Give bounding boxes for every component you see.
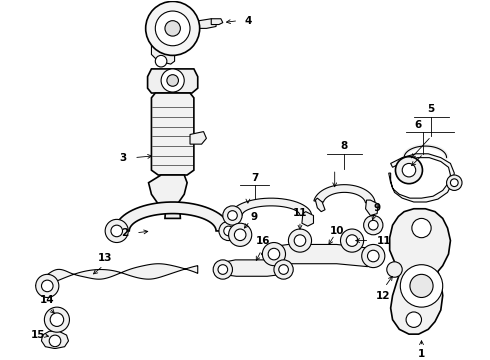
- Text: 9: 9: [373, 203, 381, 213]
- Text: 7: 7: [251, 173, 258, 183]
- Text: 6: 6: [414, 120, 421, 130]
- Polygon shape: [42, 331, 69, 348]
- Circle shape: [262, 243, 286, 266]
- Polygon shape: [115, 202, 230, 231]
- Circle shape: [412, 219, 431, 238]
- Text: 10: 10: [329, 226, 344, 236]
- Polygon shape: [389, 154, 454, 202]
- Circle shape: [341, 229, 364, 252]
- Circle shape: [146, 1, 199, 55]
- Circle shape: [42, 280, 53, 292]
- Text: 9: 9: [250, 212, 257, 222]
- Circle shape: [362, 244, 385, 267]
- Circle shape: [368, 250, 379, 262]
- Circle shape: [395, 157, 422, 184]
- Text: 5: 5: [427, 104, 435, 114]
- Polygon shape: [47, 308, 69, 327]
- Text: 11: 11: [377, 235, 392, 246]
- Circle shape: [402, 163, 416, 177]
- Circle shape: [45, 307, 70, 332]
- Polygon shape: [147, 69, 198, 93]
- Circle shape: [49, 335, 61, 347]
- Circle shape: [161, 69, 184, 92]
- Polygon shape: [151, 93, 194, 175]
- Circle shape: [229, 223, 252, 246]
- Circle shape: [364, 216, 383, 235]
- Circle shape: [279, 265, 289, 274]
- Circle shape: [36, 274, 59, 297]
- Circle shape: [450, 179, 458, 186]
- Circle shape: [289, 229, 312, 252]
- Circle shape: [165, 21, 180, 36]
- Polygon shape: [390, 209, 450, 334]
- Polygon shape: [366, 200, 378, 216]
- Text: 4: 4: [244, 16, 251, 26]
- Circle shape: [50, 313, 64, 327]
- Circle shape: [406, 312, 421, 327]
- Circle shape: [223, 206, 242, 225]
- Circle shape: [368, 220, 378, 230]
- Polygon shape: [215, 260, 291, 276]
- Polygon shape: [316, 198, 325, 212]
- Text: 8: 8: [341, 141, 348, 151]
- Text: 11: 11: [293, 208, 307, 219]
- Polygon shape: [187, 19, 216, 28]
- Circle shape: [155, 55, 167, 67]
- Circle shape: [219, 221, 238, 240]
- Text: 12: 12: [376, 291, 390, 301]
- Circle shape: [446, 175, 462, 190]
- Text: 1: 1: [418, 348, 425, 359]
- Circle shape: [346, 235, 358, 246]
- Circle shape: [224, 226, 233, 236]
- Polygon shape: [314, 185, 375, 203]
- Text: 13: 13: [98, 253, 112, 263]
- Circle shape: [167, 75, 178, 86]
- Polygon shape: [261, 244, 380, 267]
- Circle shape: [274, 260, 293, 279]
- Circle shape: [268, 248, 280, 260]
- Circle shape: [294, 235, 306, 246]
- Polygon shape: [148, 175, 187, 209]
- Circle shape: [155, 11, 190, 46]
- Text: 16: 16: [256, 237, 270, 246]
- Circle shape: [400, 265, 443, 307]
- Polygon shape: [302, 212, 314, 226]
- Circle shape: [387, 262, 402, 277]
- Text: 14: 14: [40, 295, 54, 305]
- Circle shape: [228, 211, 237, 220]
- Circle shape: [218, 265, 228, 274]
- Polygon shape: [165, 204, 180, 219]
- Circle shape: [410, 274, 433, 297]
- Circle shape: [111, 225, 122, 237]
- Polygon shape: [230, 198, 312, 216]
- Circle shape: [105, 219, 128, 243]
- Polygon shape: [190, 132, 206, 144]
- Circle shape: [234, 229, 246, 240]
- Polygon shape: [211, 19, 223, 24]
- Polygon shape: [36, 264, 198, 289]
- Text: 2: 2: [121, 228, 128, 238]
- Text: 15: 15: [30, 330, 45, 340]
- Polygon shape: [151, 28, 174, 64]
- Circle shape: [213, 260, 232, 279]
- Text: 3: 3: [119, 153, 126, 163]
